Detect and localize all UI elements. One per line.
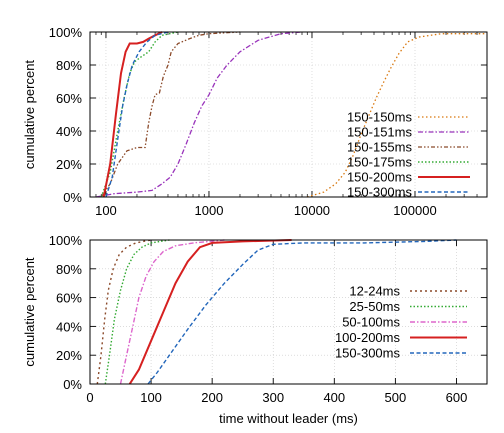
chart-bottom: 0% 20% 40% 60% 80% 100% 0 100 200 300 400 500 600 cum… (22, 233, 488, 426)
series-line-150-155ms (100, 31, 241, 198)
legend-label: 50-100ms (342, 315, 400, 330)
legend-label: 150-155ms (347, 140, 413, 155)
y-tick-label: 80% (56, 262, 82, 277)
series-line-50-100ms (119, 239, 225, 385)
series-line-12-24ms (96, 239, 152, 385)
chart-top: 0% 20% 40% 60% 80% 100% 100 1000 10000 100000 cumu… (22, 25, 488, 218)
x-tick-label: 0 (86, 390, 93, 405)
x-tick-label: 100 (140, 390, 162, 405)
plot-frame (89, 239, 488, 385)
x-tick-label: 200 (201, 390, 223, 405)
legend-label: 12-24ms (349, 284, 400, 299)
y-axis-label: cumulative percent (22, 60, 37, 169)
legend-label: 150-150ms (347, 110, 413, 125)
series-line-150-151ms (95, 31, 303, 198)
x-tick-label: 500 (385, 390, 407, 405)
legend-label: 150-200ms (347, 170, 413, 185)
x-tick-label: 300 (262, 390, 284, 405)
series-line-25-50ms (104, 239, 170, 385)
y-axis-label: cumulative percent (22, 257, 37, 366)
y-tick-label: 40% (56, 124, 82, 139)
series-line-150-300ms (147, 239, 457, 385)
y-tick-label: 20% (56, 348, 82, 363)
x-tick-label: 600 (446, 390, 468, 405)
plot-frame (89, 31, 488, 198)
legend-label: 25-50ms (349, 299, 400, 314)
x-tick-label: 10000 (294, 203, 330, 218)
x-tick-label: 400 (323, 390, 345, 405)
y-tick-label: 0% (63, 377, 82, 392)
y-tick-label: 20% (56, 157, 82, 172)
series-line-150-200ms (102, 31, 163, 198)
series-line-150-300ms (105, 31, 169, 198)
x-axis-label: time without leader (ms) (219, 411, 358, 426)
legend-label: 150-175ms (347, 155, 413, 170)
y-tick-label: 80% (56, 58, 82, 73)
series-line-150-150ms (307, 33, 487, 198)
x-tick-label: 100 (95, 203, 117, 218)
series-line-150-175ms (100, 31, 179, 198)
legend-label: 150-300ms (347, 185, 413, 200)
y-tick-label: 0% (63, 190, 82, 205)
legend-label: 150-300ms (335, 346, 401, 361)
x-tick-label: 1000 (195, 203, 224, 218)
legend-label: 150-151ms (347, 125, 413, 140)
y-tick-label: 60% (56, 291, 82, 306)
y-tick-label: 100% (49, 25, 83, 40)
y-tick-label: 60% (56, 91, 82, 106)
y-tick-label: 40% (56, 319, 82, 334)
x-tick-label: 100000 (393, 203, 436, 218)
series-line-100-200ms (128, 239, 292, 385)
y-tick-label: 100% (49, 233, 83, 248)
legend-label: 100-200ms (335, 330, 401, 345)
